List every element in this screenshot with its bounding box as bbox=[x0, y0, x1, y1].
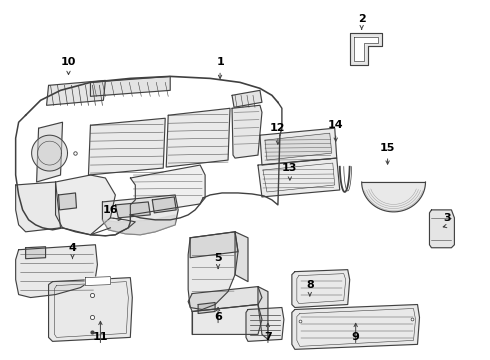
Polygon shape bbox=[47, 80, 105, 105]
Polygon shape bbox=[188, 287, 262, 311]
Polygon shape bbox=[58, 193, 76, 210]
Polygon shape bbox=[89, 118, 165, 175]
Polygon shape bbox=[198, 302, 215, 314]
Polygon shape bbox=[32, 135, 68, 171]
Text: 10: 10 bbox=[61, 58, 76, 67]
Text: 3: 3 bbox=[443, 213, 451, 223]
Polygon shape bbox=[166, 108, 230, 167]
Text: 7: 7 bbox=[264, 332, 272, 342]
Polygon shape bbox=[188, 232, 238, 310]
Polygon shape bbox=[25, 247, 46, 259]
Text: 9: 9 bbox=[352, 332, 360, 342]
Text: 13: 13 bbox=[282, 163, 297, 173]
Polygon shape bbox=[292, 270, 350, 307]
Polygon shape bbox=[152, 197, 176, 213]
Polygon shape bbox=[85, 276, 110, 285]
Text: 5: 5 bbox=[214, 253, 222, 263]
Text: 15: 15 bbox=[380, 143, 395, 153]
Polygon shape bbox=[260, 128, 337, 165]
Polygon shape bbox=[16, 182, 61, 232]
Text: 11: 11 bbox=[93, 332, 108, 342]
Polygon shape bbox=[130, 165, 205, 215]
Polygon shape bbox=[49, 278, 132, 341]
Polygon shape bbox=[190, 232, 238, 258]
Polygon shape bbox=[115, 202, 150, 218]
Text: 12: 12 bbox=[270, 123, 286, 133]
Text: 8: 8 bbox=[306, 280, 314, 289]
Polygon shape bbox=[429, 210, 454, 248]
Polygon shape bbox=[192, 305, 262, 334]
Polygon shape bbox=[91, 76, 170, 96]
Polygon shape bbox=[258, 158, 340, 197]
Text: 16: 16 bbox=[102, 205, 118, 215]
Text: 4: 4 bbox=[69, 243, 76, 253]
Polygon shape bbox=[102, 215, 175, 235]
Polygon shape bbox=[16, 245, 98, 298]
Text: 2: 2 bbox=[358, 14, 366, 24]
Polygon shape bbox=[265, 133, 332, 160]
Polygon shape bbox=[362, 182, 425, 212]
Polygon shape bbox=[55, 175, 115, 235]
Polygon shape bbox=[350, 32, 382, 66]
Text: 6: 6 bbox=[214, 312, 222, 323]
Text: 14: 14 bbox=[328, 120, 343, 130]
Polygon shape bbox=[292, 305, 419, 349]
Polygon shape bbox=[246, 307, 284, 341]
Polygon shape bbox=[232, 105, 262, 158]
Text: 1: 1 bbox=[216, 58, 224, 67]
Polygon shape bbox=[354, 37, 378, 62]
Polygon shape bbox=[37, 122, 63, 182]
Polygon shape bbox=[102, 195, 178, 235]
Polygon shape bbox=[232, 90, 262, 107]
Polygon shape bbox=[235, 232, 248, 282]
Polygon shape bbox=[258, 287, 268, 339]
